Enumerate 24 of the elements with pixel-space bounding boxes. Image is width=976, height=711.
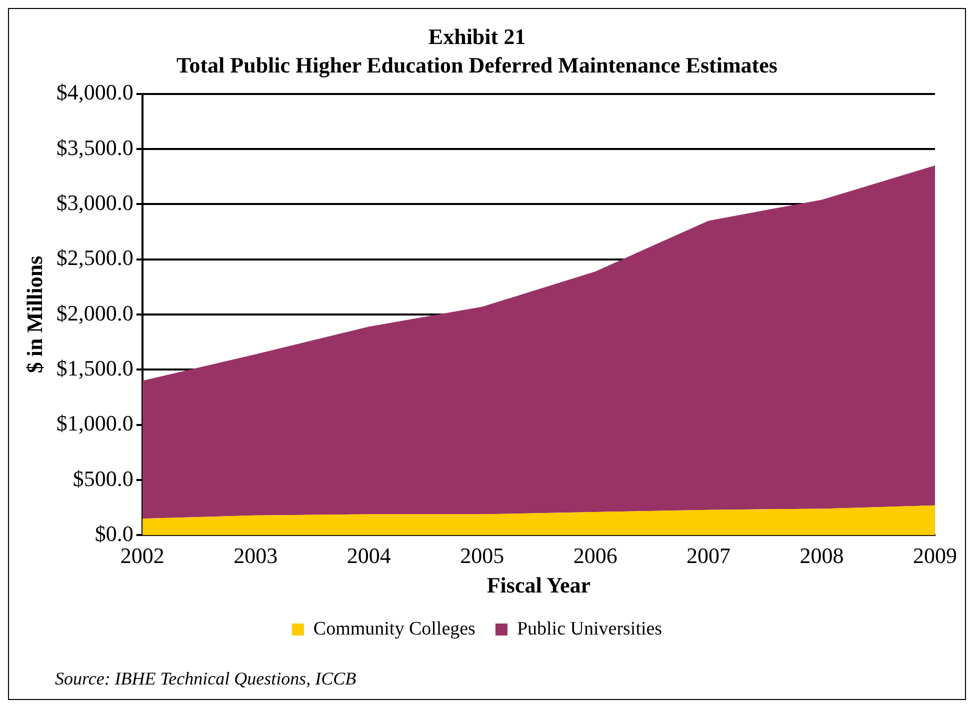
x-tick-label: 2002 <box>120 543 164 568</box>
y-tick-label: $3,500.0 <box>56 134 134 160</box>
y-tick-label: $0.0 <box>94 520 134 546</box>
y-tick-label: $3,000.0 <box>56 190 134 215</box>
x-tick-label: 2005 <box>460 543 504 568</box>
y-tick-label: $2,000.0 <box>56 300 134 326</box>
chart-title: Exhibit 21 <box>428 24 526 49</box>
x-tick-label: 2009 <box>913 543 957 568</box>
y-tick-label: $1,500.0 <box>56 355 134 380</box>
x-tick-label: 2008 <box>800 543 844 568</box>
legend-label: Community Colleges <box>313 618 476 640</box>
source-note: Source: IBHE Technical Questions, ICCB <box>55 668 356 689</box>
legend-label: Public Universities <box>516 618 662 640</box>
chart-subtitle: Total Public Higher Education Deferred Maintenance Estimates <box>176 52 778 78</box>
x-tick-label: 2003 <box>234 543 278 568</box>
x-tick-label: 2006 <box>573 543 618 568</box>
y-tick-label: $500.0 <box>72 466 134 491</box>
y-tick-label: $2,500.0 <box>56 245 134 270</box>
x-axis-title: Fiscal Year <box>486 572 591 598</box>
y-tick-label: $4,000.0 <box>56 80 134 105</box>
x-tick-label: 2004 <box>346 543 391 568</box>
x-tick-label: 2007 <box>686 543 731 568</box>
y-axis-title: $ in Millions <box>22 255 47 374</box>
y-tick-label: $1,000.0 <box>56 410 134 436</box>
